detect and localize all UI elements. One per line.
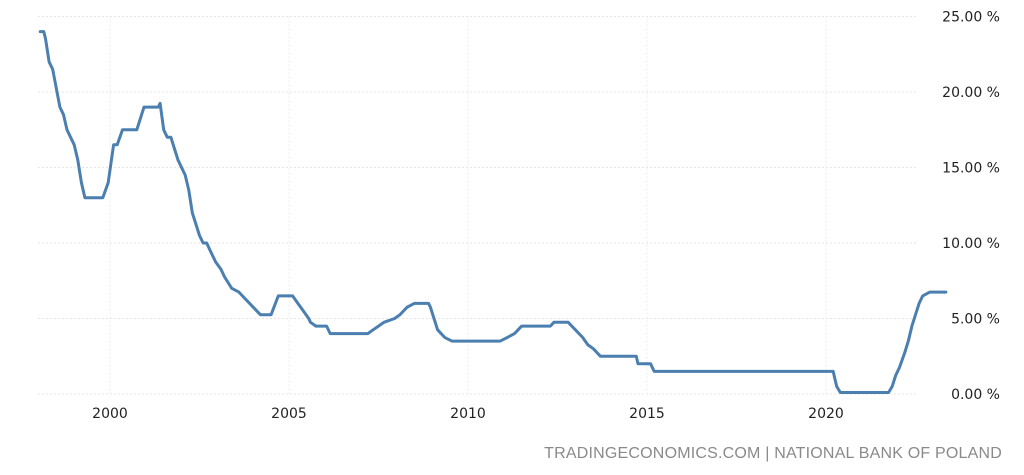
source-credit: TRADINGECONOMICS.COM | NATIONAL BANK OF …	[544, 445, 1002, 462]
y-tick-label: 15.00 %	[942, 161, 1000, 177]
y-tick-label: 10.00 %	[942, 236, 1000, 252]
x-tick-label: 2015	[629, 406, 665, 422]
x-tick-label: 2010	[450, 406, 486, 422]
y-axis: 0.00 % 5.00 % 10.00 % 15.00 % 20.00 % 25.00 %	[942, 10, 1000, 404]
x-tick-label: 2020	[808, 406, 844, 422]
series-line	[38, 30, 948, 394]
y-tick-label: 0.00 %	[951, 387, 1000, 403]
x-tick-label: 2000	[92, 406, 128, 422]
x-tick-label: 2005	[271, 406, 307, 422]
y-tick-label: 20.00 %	[942, 85, 1000, 101]
x-axis: 2000 2005 2010 2015 2020	[92, 406, 844, 422]
y-tick-label: 25.00 %	[942, 10, 1000, 26]
y-tick-label: 5.00 %	[951, 312, 1000, 328]
grid	[38, 16, 918, 395]
